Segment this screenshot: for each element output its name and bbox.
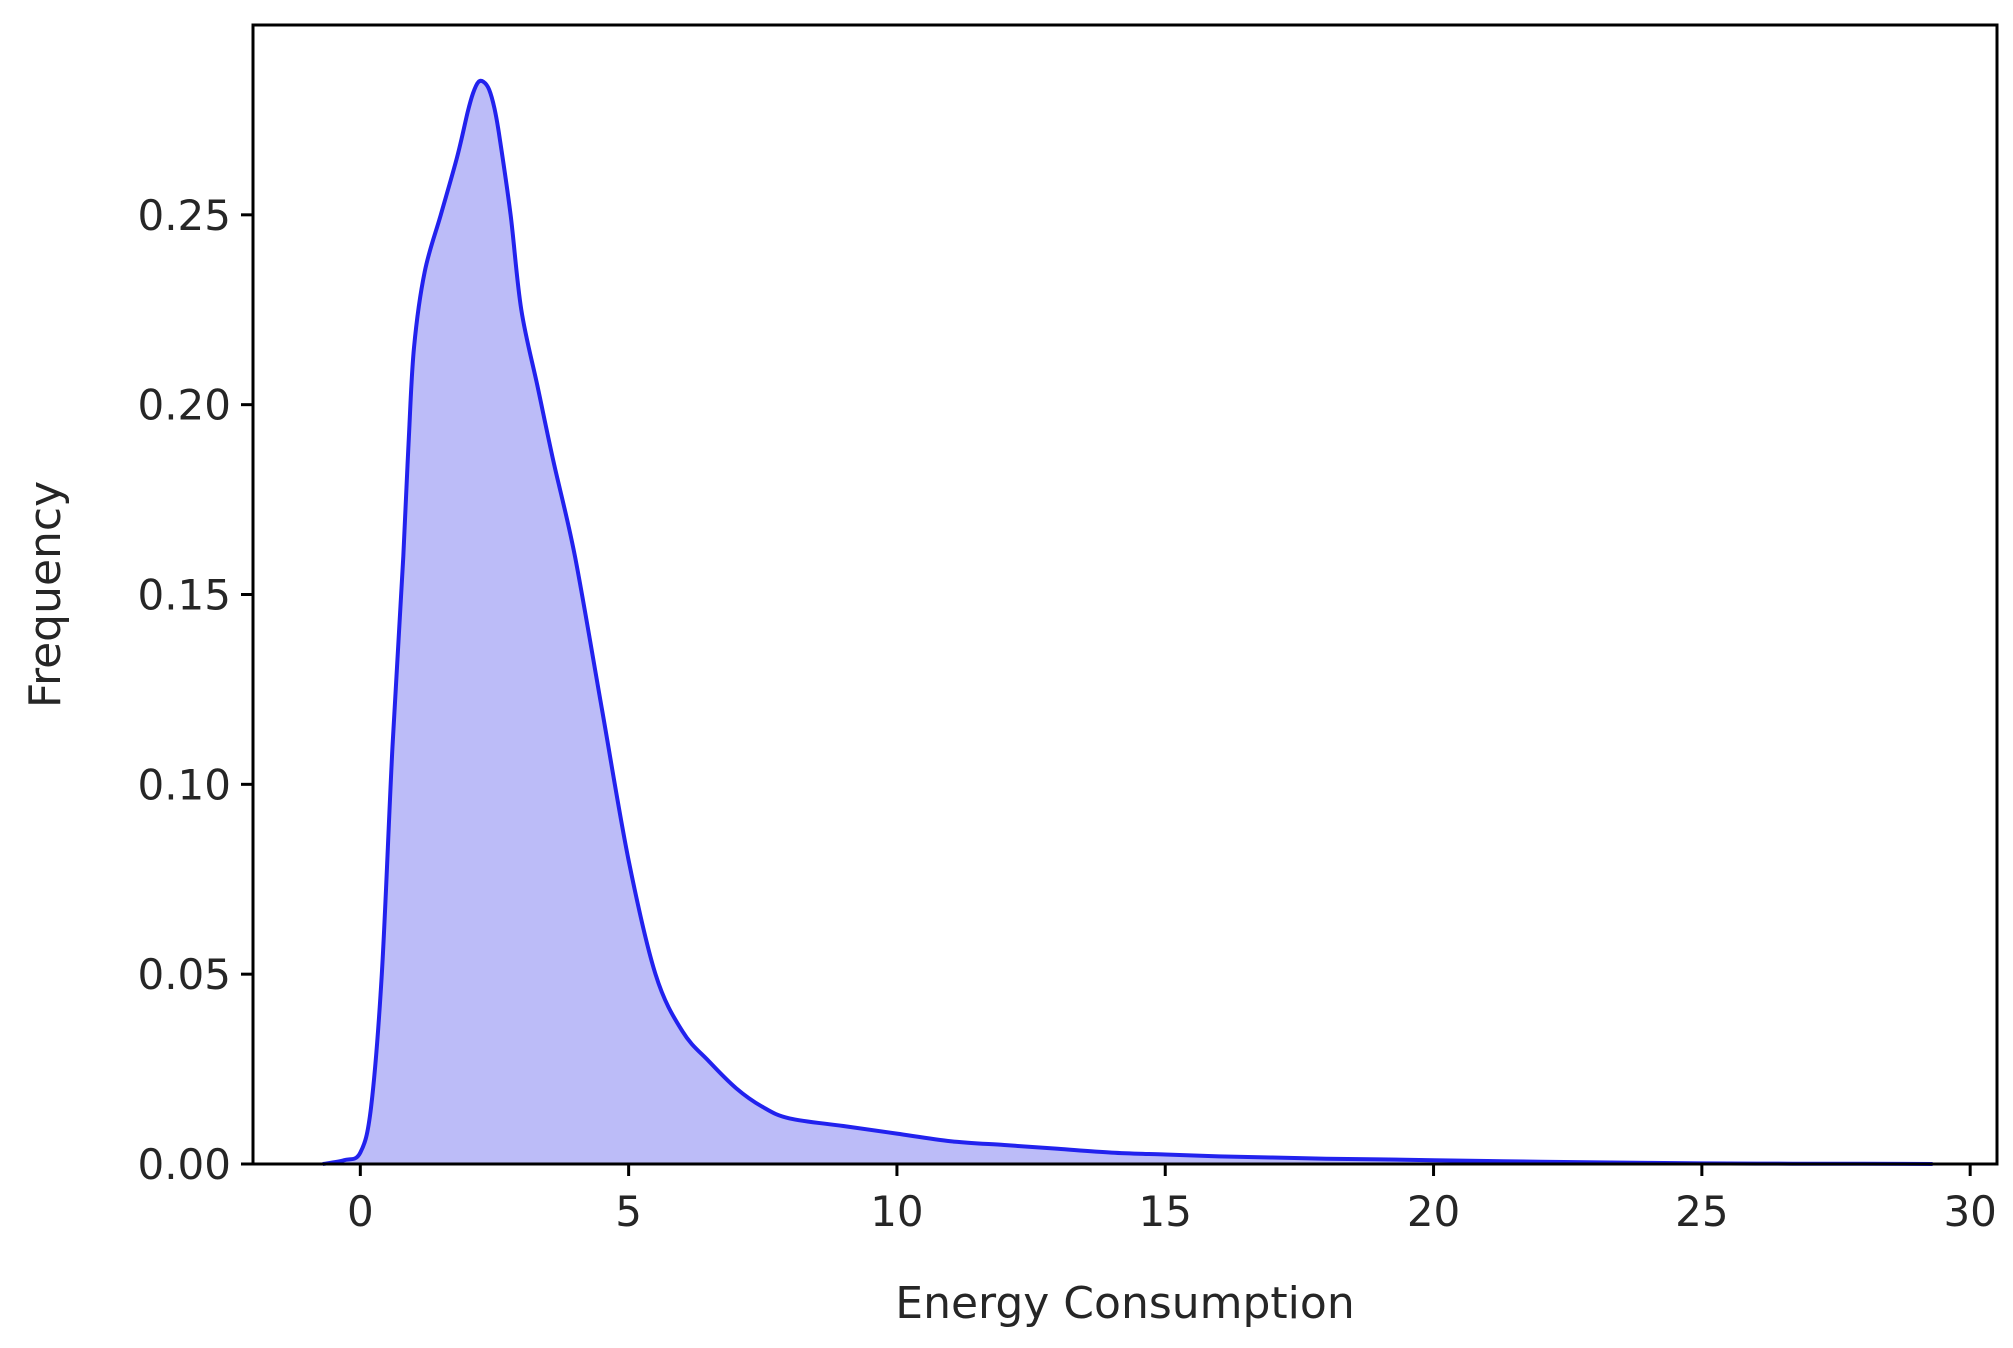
x-axis: 0 5 10 15 20 25 30 [347,1164,1997,1236]
x-tick-label: 5 [615,1187,642,1236]
y-axis-label: Frequency [20,481,71,708]
x-tick-label: 15 [1139,1187,1192,1236]
x-tick-label: 0 [347,1187,374,1236]
density-area-fill [322,80,1933,1164]
y-axis: 0.00 0.05 0.10 0.15 0.20 0.25 [137,191,253,1189]
x-tick-label: 30 [1943,1187,1996,1236]
y-tick-label: 0.05 [137,950,231,999]
y-tick-label: 0.00 [137,1140,231,1189]
y-tick-label: 0.10 [137,760,231,809]
plot-area [322,78,1933,1166]
y-tick-label: 0.20 [137,381,231,430]
x-axis-label: Energy Consumption [895,1278,1354,1329]
x-tick-label: 25 [1675,1187,1728,1236]
x-tick-label: 10 [870,1187,923,1236]
density-line [322,78,1933,1166]
y-tick-label: 0.15 [137,571,231,620]
x-tick-label: 20 [1407,1187,1460,1236]
y-tick-label: 0.25 [137,191,231,240]
